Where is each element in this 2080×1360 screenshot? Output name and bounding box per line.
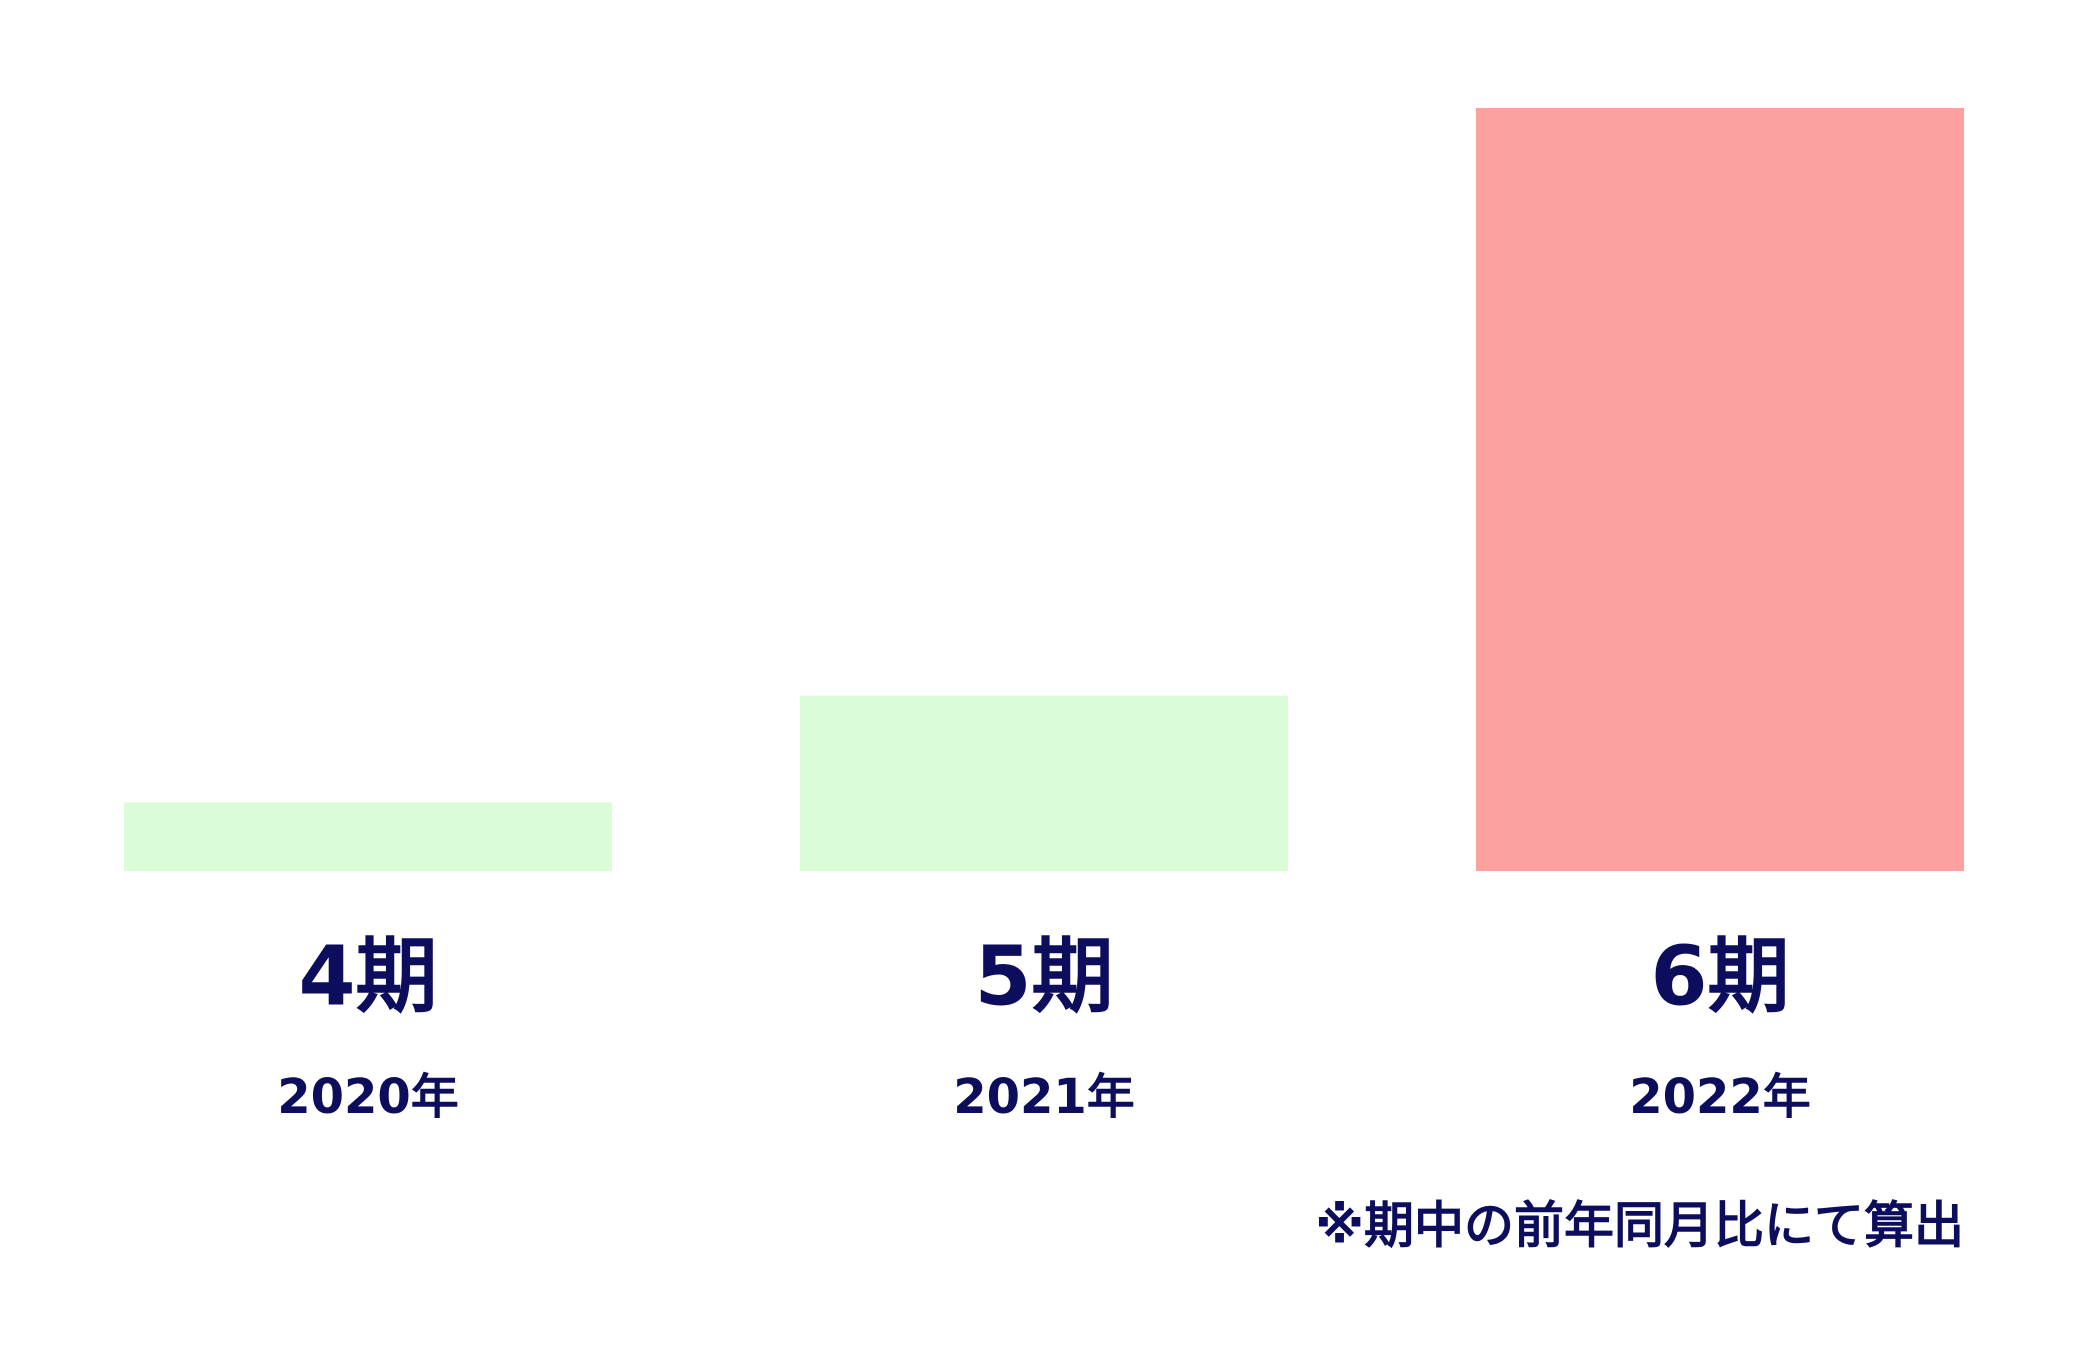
category-label: 4期 (298, 929, 437, 1024)
category-label: 6期 (1650, 929, 1789, 1024)
footnote: ※期中の前年同月比にて算出 (1315, 1197, 1964, 1255)
bar (124, 802, 612, 871)
year-label: 2021年 (953, 1069, 1135, 1125)
bar (800, 695, 1288, 871)
category-label: 5期 (974, 929, 1113, 1024)
bar (1476, 108, 1964, 871)
year-label: 2020年 (277, 1069, 459, 1125)
year-label: 2022年 (1629, 1069, 1811, 1125)
